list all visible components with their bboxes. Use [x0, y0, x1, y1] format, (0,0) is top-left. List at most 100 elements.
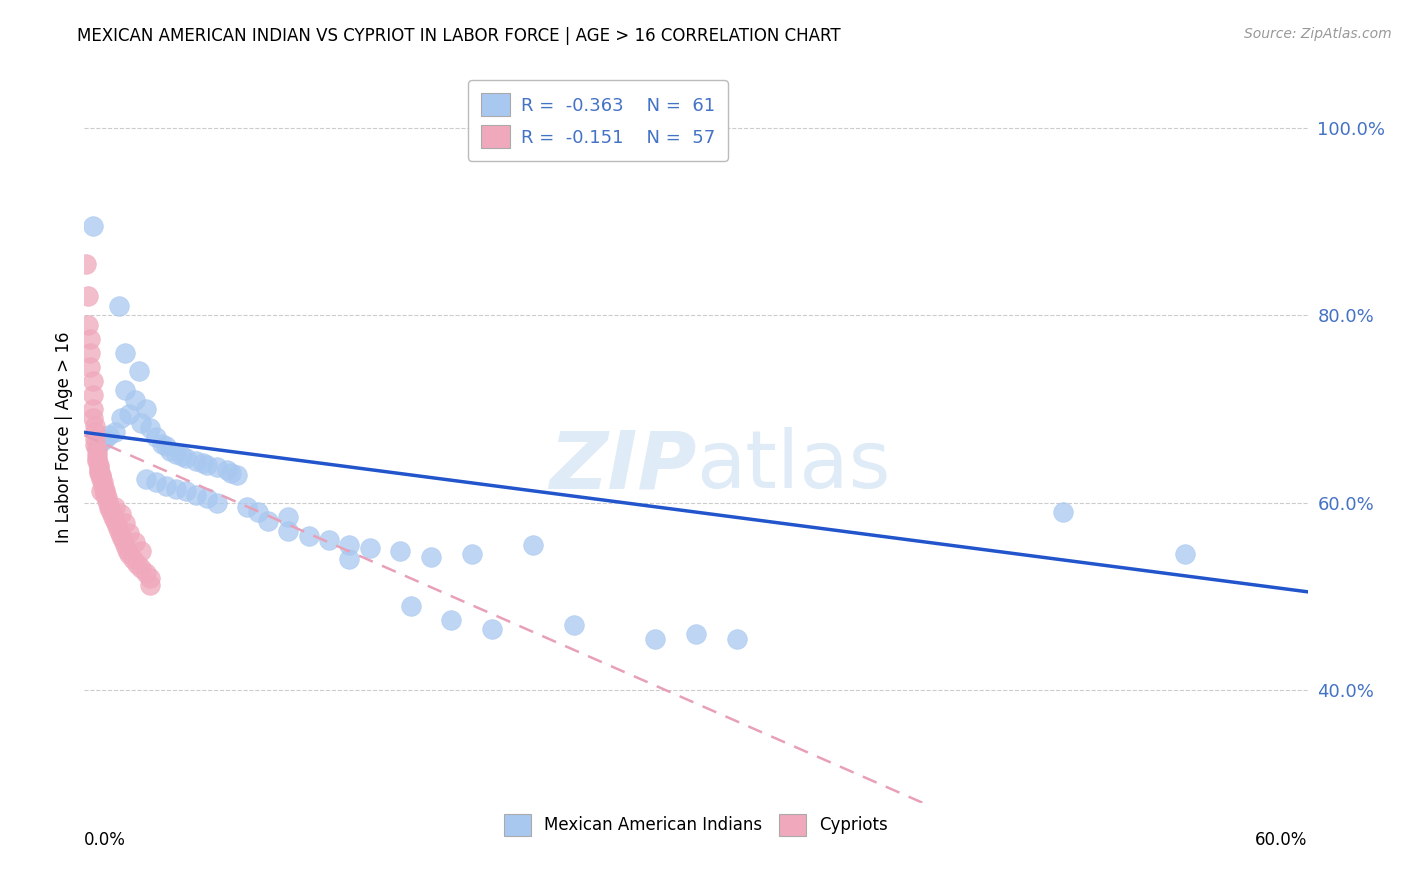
Point: [481, 623, 503, 637]
Y-axis label: In Labor Force | Age > 16: In Labor Force | Age > 16: [55, 331, 73, 543]
Point: [93, 486, 115, 500]
Point: [725, 632, 748, 646]
Point: [1174, 547, 1197, 561]
Point: [246, 505, 269, 519]
Point: [86, 442, 108, 457]
Point: [83, 418, 105, 433]
Point: [90, 469, 112, 483]
Point: [145, 475, 167, 489]
Point: [115, 542, 138, 557]
Point: [135, 566, 157, 580]
Point: [1052, 505, 1074, 519]
Point: [131, 416, 153, 430]
Point: [100, 505, 122, 519]
Point: [110, 528, 132, 542]
Point: [159, 444, 181, 458]
Text: atlas: atlas: [696, 427, 890, 506]
Point: [79, 345, 101, 359]
Point: [118, 407, 141, 421]
Point: [77, 289, 100, 303]
Point: [79, 359, 101, 374]
Point: [298, 528, 321, 542]
Point: [122, 552, 145, 566]
Point: [191, 456, 214, 470]
Point: [186, 453, 208, 467]
Point: [105, 519, 128, 533]
Point: [155, 479, 177, 493]
Point: [165, 482, 187, 496]
Point: [97, 428, 120, 442]
Point: [128, 364, 150, 378]
Point: [82, 388, 104, 402]
Point: [389, 544, 412, 558]
Text: ZIP: ZIP: [548, 427, 696, 506]
Point: [124, 392, 146, 407]
Point: [96, 493, 118, 508]
Point: [685, 627, 707, 641]
Text: MEXICAN AMERICAN INDIAN VS CYPRIOT IN LABOR FORCE | AGE > 16 CORRELATION CHART: MEXICAN AMERICAN INDIAN VS CYPRIOT IN LA…: [77, 27, 841, 45]
Point: [82, 401, 104, 416]
Point: [83, 432, 105, 446]
Point: [195, 491, 218, 505]
Point: [110, 507, 132, 521]
Point: [87, 461, 110, 475]
Point: [108, 524, 131, 538]
Text: Source: ZipAtlas.com: Source: ZipAtlas.com: [1244, 27, 1392, 41]
Point: [86, 447, 108, 461]
Point: [104, 515, 127, 529]
Point: [114, 516, 136, 531]
Point: [217, 463, 239, 477]
Point: [131, 561, 153, 575]
Text: 60.0%: 60.0%: [1256, 830, 1308, 848]
Point: [110, 411, 132, 425]
Point: [86, 450, 108, 465]
Point: [131, 544, 153, 558]
Point: [77, 318, 100, 332]
Point: [104, 500, 127, 515]
Point: [644, 632, 666, 646]
Point: [79, 332, 101, 346]
Point: [339, 538, 361, 552]
Point: [138, 571, 160, 585]
Point: [124, 535, 146, 549]
Point: [114, 538, 136, 552]
Point: [93, 483, 115, 497]
Point: [90, 467, 112, 482]
Point: [277, 524, 299, 538]
Point: [112, 533, 135, 548]
Point: [97, 501, 120, 516]
Point: [118, 525, 141, 540]
Point: [205, 460, 228, 475]
Point: [87, 458, 110, 473]
Point: [83, 425, 105, 440]
Point: [420, 550, 443, 565]
Point: [118, 547, 141, 561]
Point: [138, 420, 160, 434]
Point: [86, 454, 108, 468]
Point: [87, 466, 110, 480]
Point: [87, 464, 110, 478]
Point: [114, 345, 136, 359]
Point: [82, 219, 104, 233]
Point: [101, 509, 124, 524]
Point: [90, 434, 112, 449]
Point: [172, 449, 194, 463]
Point: [318, 533, 340, 548]
Point: [82, 374, 104, 388]
Point: [155, 440, 177, 454]
Point: [135, 472, 157, 486]
Point: [195, 458, 218, 473]
Point: [91, 475, 114, 489]
Point: [97, 498, 120, 512]
Point: [90, 472, 112, 486]
Point: [174, 484, 197, 499]
Point: [219, 466, 242, 480]
Point: [83, 437, 105, 451]
Point: [108, 299, 131, 313]
Point: [359, 541, 381, 555]
Point: [205, 496, 228, 510]
Point: [562, 617, 585, 632]
Point: [91, 479, 114, 493]
Legend: Mexican American Indians, Cypriots: Mexican American Indians, Cypriots: [494, 805, 898, 846]
Point: [522, 538, 544, 552]
